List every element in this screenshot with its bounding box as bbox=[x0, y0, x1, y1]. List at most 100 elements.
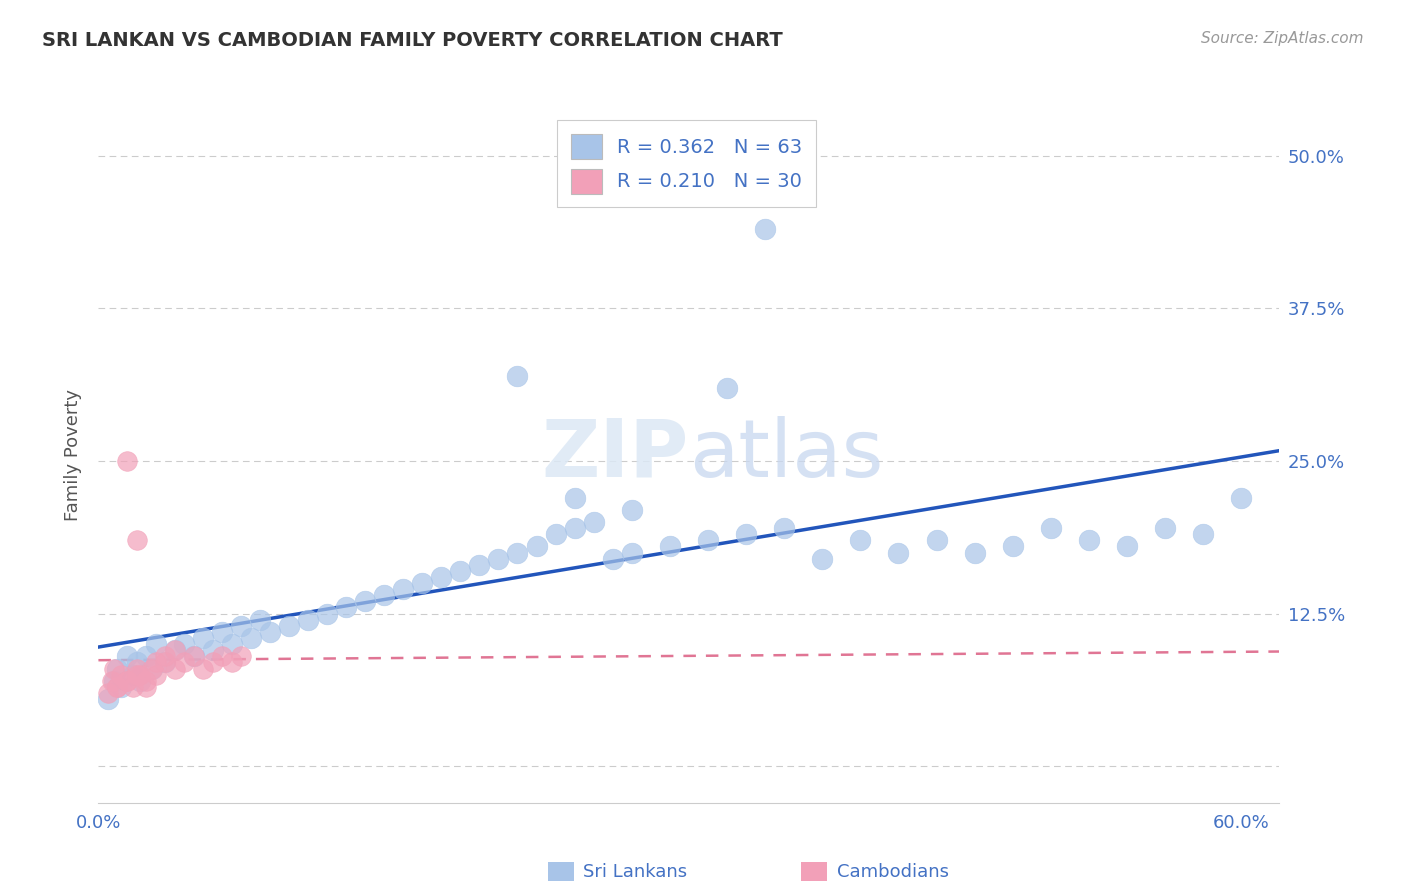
Point bbox=[773, 521, 796, 535]
Point bbox=[697, 533, 720, 548]
Point bbox=[544, 527, 567, 541]
Point bbox=[103, 673, 125, 688]
Point bbox=[100, 673, 122, 688]
Point bbox=[115, 673, 138, 688]
Point bbox=[963, 545, 986, 559]
Point bbox=[354, 594, 377, 608]
Point bbox=[1230, 491, 1253, 505]
Point bbox=[488, 551, 510, 566]
Text: atlas: atlas bbox=[689, 416, 883, 494]
Point bbox=[193, 661, 215, 675]
Point bbox=[97, 692, 120, 706]
Point bbox=[121, 680, 143, 694]
Point bbox=[221, 637, 243, 651]
Point bbox=[259, 624, 281, 639]
Point bbox=[201, 656, 224, 670]
Point bbox=[335, 600, 357, 615]
Point bbox=[316, 607, 339, 621]
Point bbox=[183, 649, 205, 664]
Point bbox=[163, 643, 186, 657]
Point bbox=[141, 661, 163, 675]
Point bbox=[129, 667, 152, 681]
Point bbox=[277, 619, 299, 633]
Point bbox=[1001, 540, 1024, 554]
Point bbox=[201, 643, 224, 657]
Point bbox=[129, 673, 152, 688]
Point bbox=[115, 454, 138, 468]
Y-axis label: Family Poverty: Family Poverty bbox=[65, 389, 83, 521]
Point bbox=[193, 631, 215, 645]
Point bbox=[716, 381, 738, 395]
Point bbox=[564, 521, 586, 535]
Point bbox=[211, 624, 233, 639]
Point bbox=[506, 368, 529, 383]
Point bbox=[125, 661, 148, 675]
Legend: R = 0.362   N = 63, R = 0.210   N = 30: R = 0.362 N = 63, R = 0.210 N = 30 bbox=[557, 120, 815, 207]
Point bbox=[658, 540, 681, 554]
Point bbox=[97, 686, 120, 700]
Point bbox=[564, 491, 586, 505]
Point bbox=[887, 545, 910, 559]
Point bbox=[110, 667, 132, 681]
Point bbox=[735, 527, 758, 541]
Point bbox=[582, 515, 605, 529]
Point bbox=[602, 551, 624, 566]
Point bbox=[526, 540, 548, 554]
Point bbox=[620, 545, 643, 559]
Point bbox=[849, 533, 872, 548]
Point bbox=[239, 631, 262, 645]
Point bbox=[163, 643, 186, 657]
Text: Source: ZipAtlas.com: Source: ZipAtlas.com bbox=[1201, 31, 1364, 46]
Point bbox=[620, 503, 643, 517]
Point bbox=[153, 649, 176, 664]
Point bbox=[125, 667, 148, 681]
Point bbox=[1192, 527, 1215, 541]
Point bbox=[103, 661, 125, 675]
Point bbox=[141, 661, 163, 675]
Text: ZIP: ZIP bbox=[541, 416, 689, 494]
Point bbox=[468, 558, 491, 572]
Point bbox=[115, 673, 138, 688]
Point bbox=[135, 649, 157, 664]
Point bbox=[1078, 533, 1101, 548]
Point bbox=[411, 576, 433, 591]
Point bbox=[183, 649, 205, 664]
Point bbox=[145, 667, 167, 681]
Point bbox=[231, 649, 253, 664]
Point bbox=[145, 656, 167, 670]
Point bbox=[221, 656, 243, 670]
Point bbox=[449, 564, 471, 578]
Point bbox=[506, 545, 529, 559]
Point bbox=[231, 619, 253, 633]
Point bbox=[125, 656, 148, 670]
Point bbox=[110, 680, 132, 694]
Point bbox=[1154, 521, 1177, 535]
Text: Cambodians: Cambodians bbox=[837, 863, 949, 881]
Point bbox=[392, 582, 415, 597]
Point bbox=[115, 649, 138, 664]
Point bbox=[173, 656, 195, 670]
Point bbox=[754, 222, 776, 236]
Point bbox=[107, 680, 129, 694]
Point bbox=[173, 637, 195, 651]
Point bbox=[145, 637, 167, 651]
Point bbox=[297, 613, 319, 627]
Point bbox=[121, 667, 143, 681]
Point bbox=[135, 673, 157, 688]
Point bbox=[1116, 540, 1139, 554]
Point bbox=[107, 661, 129, 675]
Point bbox=[249, 613, 271, 627]
Text: SRI LANKAN VS CAMBODIAN FAMILY POVERTY CORRELATION CHART: SRI LANKAN VS CAMBODIAN FAMILY POVERTY C… bbox=[42, 31, 783, 50]
Point bbox=[430, 570, 453, 584]
Point bbox=[211, 649, 233, 664]
Point bbox=[107, 680, 129, 694]
Point bbox=[163, 661, 186, 675]
Point bbox=[153, 656, 176, 670]
Point bbox=[125, 533, 148, 548]
Point bbox=[811, 551, 834, 566]
Point bbox=[135, 680, 157, 694]
Point bbox=[373, 588, 395, 602]
Point bbox=[1039, 521, 1062, 535]
Point bbox=[153, 656, 176, 670]
Text: Sri Lankans: Sri Lankans bbox=[583, 863, 688, 881]
